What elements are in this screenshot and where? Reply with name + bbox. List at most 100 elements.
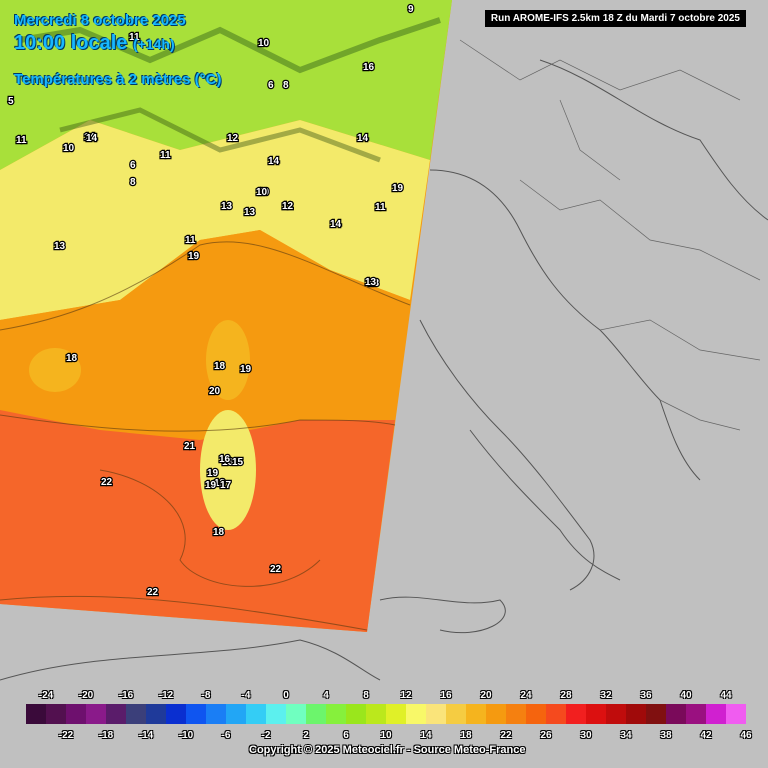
legend-swatch bbox=[26, 704, 46, 724]
coastline-lines bbox=[0, 59, 768, 681]
legend-tick-label: 26 bbox=[540, 730, 552, 741]
temperature-value-label: 15 bbox=[232, 457, 244, 468]
legend-tick-label: 20 bbox=[480, 690, 492, 701]
copyright-text: Copyright © 2025 Meteociel.fr - Source M… bbox=[249, 744, 526, 756]
temperature-value-label: 16 bbox=[219, 454, 231, 465]
temperature-value-label: 10 bbox=[258, 38, 270, 49]
legend-swatch bbox=[286, 704, 306, 724]
legend-swatch bbox=[526, 704, 546, 724]
legend-swatch bbox=[486, 704, 506, 724]
legend-tick-label: -4 bbox=[241, 690, 251, 701]
temperature-value-label: 21 bbox=[184, 441, 196, 452]
temperature-value-label: 6 bbox=[130, 160, 136, 171]
legend-swatch bbox=[406, 704, 426, 724]
legend-swatch bbox=[106, 704, 126, 724]
legend-swatch bbox=[146, 704, 166, 724]
temperature-value-label: 13 bbox=[54, 241, 66, 252]
legend-swatch bbox=[546, 704, 566, 724]
legend-tick-label: 46 bbox=[740, 730, 752, 741]
legend-swatch bbox=[466, 704, 486, 724]
temperature-value-label: 14 bbox=[86, 133, 98, 144]
temperature-value-label: 14 bbox=[330, 219, 342, 230]
temperature-value-label: 12 bbox=[227, 133, 239, 144]
legend-tick-label: -24 bbox=[38, 690, 54, 701]
temperature-value-label: 18 bbox=[213, 527, 225, 538]
local-time: 10:00 locale bbox=[14, 32, 128, 54]
legend-tick-label: 12 bbox=[400, 690, 412, 701]
temperature-value-label: 17 bbox=[220, 480, 232, 491]
run-info: Run AROME-IFS 2.5km 18 Z du Mardi 7 octo… bbox=[484, 10, 746, 27]
legend-swatch bbox=[66, 704, 86, 724]
temperature-value-label: 19 bbox=[207, 468, 219, 479]
legend-tick-label: 14 bbox=[420, 730, 432, 741]
legend-swatch bbox=[186, 704, 206, 724]
legend-swatch bbox=[566, 704, 586, 724]
legend-tick-label: 10 bbox=[380, 730, 392, 741]
legend-swatch bbox=[166, 704, 186, 724]
temperature-value-label: 13 bbox=[244, 207, 256, 218]
legend-swatch bbox=[306, 704, 326, 724]
legend-swatch bbox=[86, 704, 106, 724]
legend-tick-label: -2 bbox=[261, 730, 271, 741]
legend-swatch bbox=[646, 704, 666, 724]
temperature-value-label: 22 bbox=[147, 587, 159, 598]
legend-swatch bbox=[666, 704, 686, 724]
legend-tick-label: -8 bbox=[201, 690, 211, 701]
color-legend bbox=[26, 704, 746, 724]
border-lines bbox=[459, 39, 761, 431]
temperature-value-label: 14 bbox=[84, 132, 96, 143]
legend-tick-label: 34 bbox=[620, 730, 632, 741]
legend-swatch bbox=[386, 704, 406, 724]
legend-tick-label: 44 bbox=[720, 690, 732, 701]
temperature-value-label: 18 bbox=[214, 361, 226, 372]
title-block: Mercredi 8 octobre 2025 10:00 locale (+1… bbox=[14, 12, 221, 89]
temperature-value-label: 19 bbox=[392, 183, 404, 194]
legend-tick-label: 28 bbox=[560, 690, 572, 701]
legend-tick-label: -14 bbox=[138, 730, 154, 741]
legend-tick-label: -18 bbox=[98, 730, 114, 741]
temperature-value-label: 10 bbox=[258, 187, 270, 198]
legend-tick-label: 6 bbox=[343, 730, 349, 741]
legend-tick-label: -6 bbox=[221, 730, 231, 741]
lead-time: (+14h) bbox=[132, 36, 175, 52]
legend-swatch bbox=[606, 704, 626, 724]
temperature-value-label: 11 bbox=[375, 202, 386, 213]
legend-swatch bbox=[346, 704, 366, 724]
temperature-value-label: 19 bbox=[188, 251, 200, 262]
legend-tick-label: -10 bbox=[178, 730, 194, 741]
legend-tick-label: 38 bbox=[660, 730, 672, 741]
legend-swatch bbox=[706, 704, 726, 724]
legend-swatch bbox=[46, 704, 66, 724]
temperature-value-label: 22 bbox=[270, 564, 282, 575]
temperature-value-label: 18 bbox=[214, 478, 226, 489]
temperature-value-label: 19 bbox=[205, 480, 217, 491]
temperature-value-label: 22 bbox=[101, 477, 113, 488]
legend-tick-label: -20 bbox=[78, 690, 94, 701]
legend-tick-label: 4 bbox=[323, 690, 329, 701]
temperature-value-label: 6 bbox=[268, 80, 274, 91]
temperature-value-label: 13 bbox=[365, 277, 377, 288]
legend-tick-label: 24 bbox=[520, 690, 532, 701]
temperature-value-label: 8 bbox=[130, 177, 136, 188]
legend-tick-label: 16 bbox=[440, 690, 452, 701]
parameter-title: Températures à 2 mètres (°C) bbox=[14, 71, 222, 88]
legend-swatch bbox=[366, 704, 386, 724]
temperature-value-label: 16 bbox=[222, 457, 234, 468]
legend-tick-label: 22 bbox=[500, 730, 512, 741]
legend-tick-label: 36 bbox=[640, 690, 652, 701]
legend-tick-label: 40 bbox=[680, 690, 692, 701]
legend-swatch bbox=[426, 704, 446, 724]
temperature-value-label: 11 bbox=[129, 32, 140, 43]
temperature-value-label: 11 bbox=[185, 235, 196, 246]
legend-tick-label: -22 bbox=[58, 730, 74, 741]
isotherm-contours bbox=[0, 241, 411, 631]
temperature-value-label: 10 bbox=[256, 187, 268, 198]
legend-tick-label: 30 bbox=[580, 730, 592, 741]
temperature-value-label: 8 bbox=[283, 80, 289, 91]
legend-swatch bbox=[126, 704, 146, 724]
temperature-value-label: 11 bbox=[160, 150, 171, 161]
temperature-value-label: 13 bbox=[368, 278, 380, 289]
temperature-value-label: 16 bbox=[363, 62, 375, 73]
